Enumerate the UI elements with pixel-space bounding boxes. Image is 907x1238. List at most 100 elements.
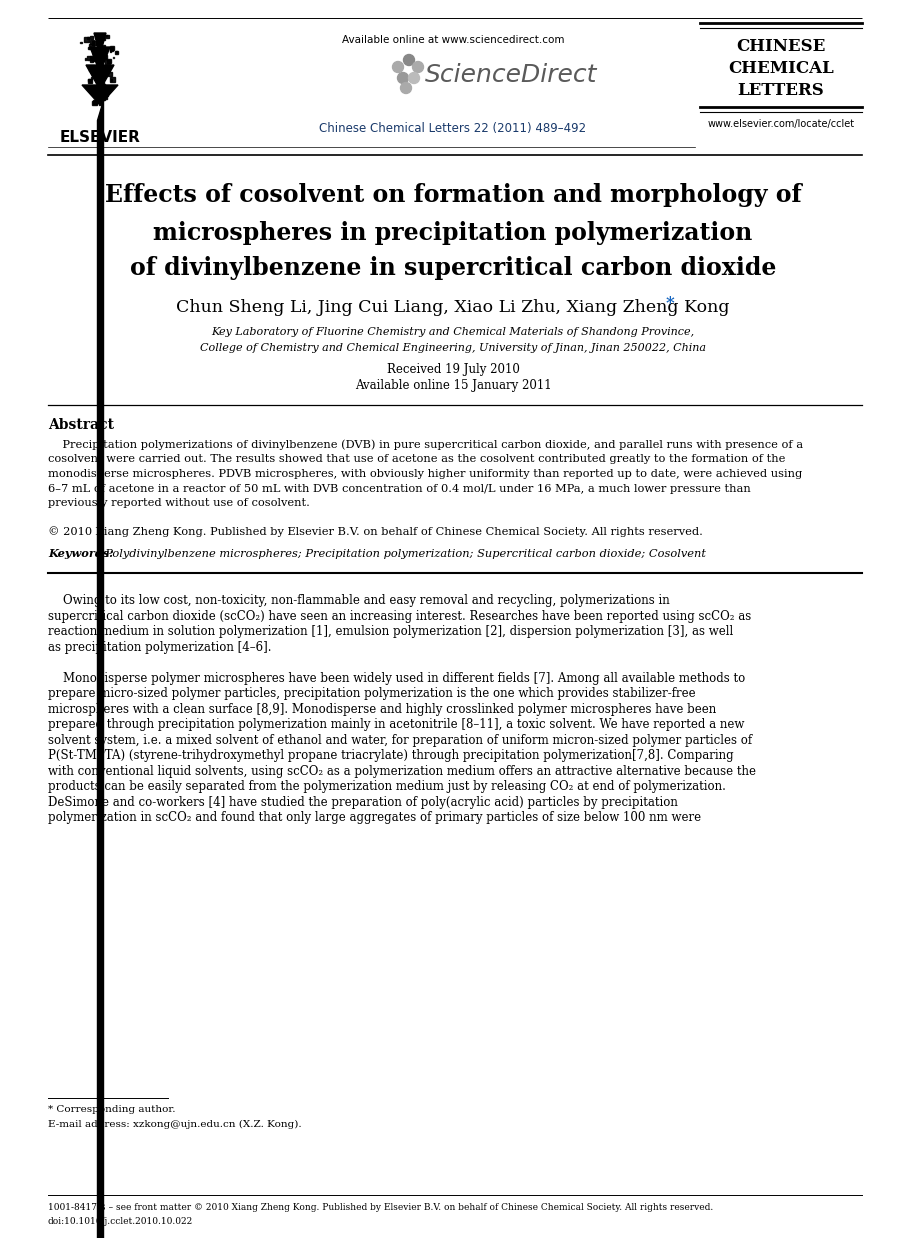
Text: DeSimone and co-workers [4] have studied the preparation of poly(acrylic acid) p: DeSimone and co-workers [4] have studied…	[48, 796, 678, 808]
Polygon shape	[104, 57, 105, 58]
Text: LETTERS: LETTERS	[737, 82, 824, 99]
Polygon shape	[90, 47, 110, 73]
Text: CHINESE: CHINESE	[736, 38, 825, 54]
Text: prepared through precipitation polymerization mainly in acetonitrile [8–11], a t: prepared through precipitation polymeriz…	[48, 718, 745, 732]
Polygon shape	[89, 43, 94, 48]
Polygon shape	[94, 33, 106, 54]
Polygon shape	[92, 42, 93, 43]
Text: 6–7 mL of acetone in a reactor of 50 mL with DVB concentration of 0.4 mol/L unde: 6–7 mL of acetone in a reactor of 50 mL …	[48, 484, 751, 494]
Polygon shape	[96, 42, 99, 45]
Polygon shape	[103, 45, 104, 47]
Text: with conventional liquid solvents, using scCO₂ as a polymerization medium offers: with conventional liquid solvents, using…	[48, 765, 756, 777]
Polygon shape	[93, 41, 96, 46]
Polygon shape	[103, 35, 105, 36]
Text: *: *	[666, 295, 675, 312]
Text: reaction medium in solution polymerization [1], emulsion polymerization [2], dis: reaction medium in solution polymerizati…	[48, 625, 733, 638]
Polygon shape	[90, 36, 93, 40]
Text: Owing to its low cost, non-toxicity, non-flammable and easy removal and recyclin: Owing to its low cost, non-toxicity, non…	[48, 594, 669, 607]
Text: © 2010 Xiang Zheng Kong. Published by Elsevier B.V. on behalf of Chinese Chemica: © 2010 Xiang Zheng Kong. Published by El…	[48, 526, 703, 537]
Polygon shape	[110, 46, 114, 51]
Polygon shape	[102, 71, 103, 73]
Polygon shape	[105, 59, 110, 64]
Polygon shape	[106, 88, 108, 89]
Polygon shape	[93, 99, 97, 104]
Polygon shape	[99, 89, 104, 94]
Text: Abstract: Abstract	[48, 418, 114, 432]
Polygon shape	[109, 88, 110, 89]
Polygon shape	[86, 66, 114, 90]
Polygon shape	[89, 80, 92, 83]
Polygon shape	[91, 56, 94, 59]
Text: solvent system, i.e. a mixed solvent of ethanol and water, for preparation of un: solvent system, i.e. a mixed solvent of …	[48, 734, 752, 747]
Text: Precipitation polymerizations of divinylbenzene (DVB) in pure supercritical carb: Precipitation polymerizations of divinyl…	[48, 439, 803, 451]
Polygon shape	[110, 77, 114, 82]
Polygon shape	[88, 79, 90, 80]
Polygon shape	[107, 59, 111, 62]
Polygon shape	[87, 56, 92, 59]
Polygon shape	[115, 51, 117, 52]
Text: Key Laboratory of Fluorine Chemistry and Chemical Materials of Shandong Province: Key Laboratory of Fluorine Chemistry and…	[211, 327, 695, 337]
Polygon shape	[91, 77, 93, 78]
Polygon shape	[91, 59, 93, 62]
Circle shape	[401, 83, 412, 94]
Polygon shape	[100, 72, 102, 74]
Text: CHEMICAL: CHEMICAL	[728, 59, 834, 77]
Text: www.elsevier.com/locate/cclet: www.elsevier.com/locate/cclet	[707, 119, 854, 129]
Polygon shape	[84, 37, 89, 42]
Polygon shape	[95, 90, 99, 94]
Text: supercritical carbon dioxide (scCO₂) have seen an increasing interest. Researche: supercritical carbon dioxide (scCO₂) hav…	[48, 609, 751, 623]
Polygon shape	[103, 99, 104, 100]
Polygon shape	[100, 82, 103, 85]
Polygon shape	[91, 40, 94, 43]
Text: P(St-TMPTA) (styrene-trihydroxymethyl propane triacrylate) through precipitation: P(St-TMPTA) (styrene-trihydroxymethyl pr…	[48, 749, 734, 763]
Polygon shape	[93, 100, 97, 105]
Polygon shape	[98, 71, 101, 73]
Polygon shape	[111, 79, 112, 80]
Text: Polydivinylbenzene microspheres; Precipitation polymerization; Supercritical car: Polydivinylbenzene microspheres; Precipi…	[98, 548, 706, 558]
Text: cosolvent were carried out. The results showed that use of acetone as the cosolv: cosolvent were carried out. The results …	[48, 454, 785, 464]
Circle shape	[408, 73, 420, 83]
Text: Monodisperse polymer microspheres have been widely used in different fields [7].: Monodisperse polymer microspheres have b…	[48, 671, 746, 685]
Polygon shape	[115, 51, 118, 53]
Polygon shape	[104, 93, 108, 97]
Text: as precipitation polymerization [4–6].: as precipitation polymerization [4–6].	[48, 640, 271, 654]
Text: 1001-8417/$ – see front matter © 2010 Xiang Zheng Kong. Published by Elsevier B.: 1001-8417/$ – see front matter © 2010 Xi…	[48, 1203, 713, 1212]
Text: Chun Sheng Li, Jing Cui Liang, Xiao Li Zhu, Xiang Zheng Kong: Chun Sheng Li, Jing Cui Liang, Xiao Li Z…	[176, 300, 730, 317]
Polygon shape	[93, 52, 98, 56]
Polygon shape	[91, 71, 93, 73]
Text: prepare micro-sized polymer particles, precipitation polymerization is the one w: prepare micro-sized polymer particles, p…	[48, 687, 696, 701]
Text: Keywords:: Keywords:	[48, 548, 113, 560]
Polygon shape	[87, 37, 89, 40]
Text: Received 19 July 2010: Received 19 July 2010	[386, 364, 520, 376]
Circle shape	[404, 54, 414, 66]
Text: doi:10.1016/j.cclet.2010.10.022: doi:10.1016/j.cclet.2010.10.022	[48, 1217, 193, 1226]
Polygon shape	[112, 57, 114, 58]
Text: ELSEVIER: ELSEVIER	[60, 130, 141, 145]
Polygon shape	[93, 53, 96, 56]
Polygon shape	[89, 68, 92, 71]
Text: E-mail address: xzkong@ujn.edu.cn (X.Z. Kong).: E-mail address: xzkong@ujn.edu.cn (X.Z. …	[48, 1119, 302, 1129]
Polygon shape	[88, 47, 90, 48]
Polygon shape	[110, 47, 113, 51]
Polygon shape	[110, 51, 111, 52]
Text: ScienceDirect: ScienceDirect	[425, 63, 598, 87]
Text: * Corresponding author.: * Corresponding author.	[48, 1106, 175, 1114]
Circle shape	[397, 73, 408, 83]
Text: polymerization in scCO₂ and found that only large aggregates of primary particle: polymerization in scCO₂ and found that o…	[48, 811, 701, 825]
Circle shape	[413, 62, 424, 73]
Polygon shape	[109, 72, 112, 77]
Text: Effects of cosolvent on formation and morphology of: Effects of cosolvent on formation and mo…	[104, 183, 801, 207]
Polygon shape	[105, 35, 109, 37]
Polygon shape	[99, 37, 102, 40]
Text: Available online 15 January 2011: Available online 15 January 2011	[355, 380, 551, 392]
Polygon shape	[104, 56, 107, 58]
Circle shape	[393, 62, 404, 73]
Text: microspheres with a clean surface [8,9]. Monodisperse and highly crosslinked pol: microspheres with a clean surface [8,9].…	[48, 703, 717, 716]
Text: microspheres in precipitation polymerization: microspheres in precipitation polymeriza…	[153, 222, 753, 245]
Polygon shape	[106, 35, 107, 36]
Text: products can be easily separated from the polymerization medium just by releasin: products can be easily separated from th…	[48, 780, 726, 794]
Text: Chinese Chemical Letters 22 (2011) 489–492: Chinese Chemical Letters 22 (2011) 489–4…	[319, 123, 587, 135]
Polygon shape	[102, 37, 105, 40]
Polygon shape	[84, 58, 86, 59]
Polygon shape	[82, 85, 118, 105]
